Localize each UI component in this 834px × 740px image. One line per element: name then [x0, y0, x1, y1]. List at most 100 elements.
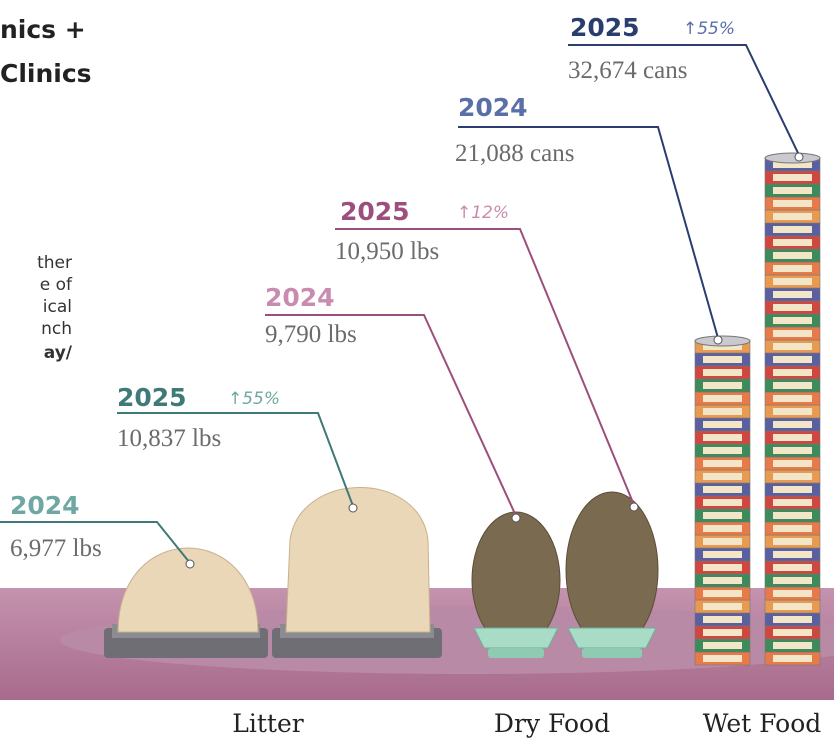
can-label [703, 616, 742, 623]
can-label [703, 577, 742, 584]
body-fragment: ical [43, 297, 72, 317]
can-label [773, 486, 812, 493]
change: ↑55% [683, 19, 735, 39]
can-label [773, 421, 812, 428]
can-label [773, 330, 812, 337]
can-label [703, 447, 742, 454]
dot [630, 503, 638, 511]
group-label: Litter [232, 709, 303, 738]
can-label [773, 382, 812, 389]
can-label [703, 408, 742, 415]
can-label [703, 590, 742, 597]
group-label: Dry Food [494, 709, 610, 738]
can-label [773, 317, 812, 324]
amount: 6,977 lbs [10, 535, 102, 562]
title-line: Clinics [0, 59, 92, 88]
can-label [773, 226, 812, 233]
can-label [773, 395, 812, 402]
change: ↑12% [457, 203, 509, 223]
can-label [773, 213, 812, 220]
can-label [703, 499, 742, 506]
can-label [773, 187, 812, 194]
can-label [773, 616, 812, 623]
can-label [773, 538, 812, 545]
can-label [703, 421, 742, 428]
amount: 32,674 cans [568, 57, 687, 84]
body-fragment: nch [41, 319, 72, 339]
body-fragment: e of [40, 275, 73, 295]
dot [714, 336, 722, 344]
can-label [703, 512, 742, 519]
infographic: nics + Clinics ther e of ical nch ay/ 20… [0, 0, 834, 740]
can-label [773, 473, 812, 480]
can-label [703, 395, 742, 402]
can-label [773, 590, 812, 597]
can-label [773, 551, 812, 558]
can-label [773, 564, 812, 571]
can-label [773, 655, 812, 662]
can-label [773, 499, 812, 506]
litter-pile [286, 488, 430, 633]
can-label [773, 369, 812, 376]
can-label [773, 278, 812, 285]
can-label [773, 629, 812, 636]
year: 2025 [340, 197, 410, 226]
can-label [703, 382, 742, 389]
year: 2025 [570, 13, 640, 42]
bowl [568, 628, 656, 648]
can-label [703, 473, 742, 480]
kibble-pile [566, 492, 658, 648]
can-label [703, 642, 742, 649]
can-label [703, 629, 742, 636]
can-label [773, 642, 812, 649]
can-label [773, 343, 812, 350]
dot [186, 560, 194, 568]
can-label [703, 486, 742, 493]
amount: 21,088 cans [455, 140, 574, 167]
can-label [773, 434, 812, 441]
can-label [773, 174, 812, 181]
bowl [474, 628, 558, 648]
bowl-base [488, 648, 544, 658]
can-label [773, 512, 812, 519]
can-label [703, 538, 742, 545]
year: 2024 [458, 93, 528, 122]
group-label: Wet Food [703, 709, 822, 738]
dot [349, 504, 357, 512]
can-label [773, 447, 812, 454]
change: ↑55% [228, 389, 280, 409]
year: 2024 [10, 491, 80, 520]
can-label [773, 265, 812, 272]
can-label [773, 239, 812, 246]
title-line: nics + [0, 15, 86, 44]
can-label [703, 369, 742, 376]
amount: 10,950 lbs [335, 238, 439, 265]
body-fragment: ther [37, 253, 72, 273]
year: 2024 [265, 283, 335, 312]
leader-line [335, 229, 634, 505]
can-label [773, 304, 812, 311]
bowl-base [582, 648, 642, 658]
can-label [773, 200, 812, 207]
amount: 10,837 lbs [117, 425, 221, 452]
can-label [773, 252, 812, 259]
can-lid [695, 336, 750, 346]
can-label [773, 460, 812, 467]
can-label [773, 577, 812, 584]
can-label [703, 564, 742, 571]
amount: 9,790 lbs [265, 321, 357, 348]
body-fragment: ay/ [44, 343, 73, 363]
can-label [773, 603, 812, 610]
dot [795, 153, 803, 161]
can-label [703, 551, 742, 558]
can-label [773, 356, 812, 363]
dot [512, 514, 520, 522]
year: 2025 [117, 383, 187, 412]
can-label [703, 356, 742, 363]
can-label [773, 525, 812, 532]
can-label [703, 603, 742, 610]
can-label [703, 434, 742, 441]
can-label [703, 460, 742, 467]
can-label [703, 655, 742, 662]
can-label [773, 408, 812, 415]
